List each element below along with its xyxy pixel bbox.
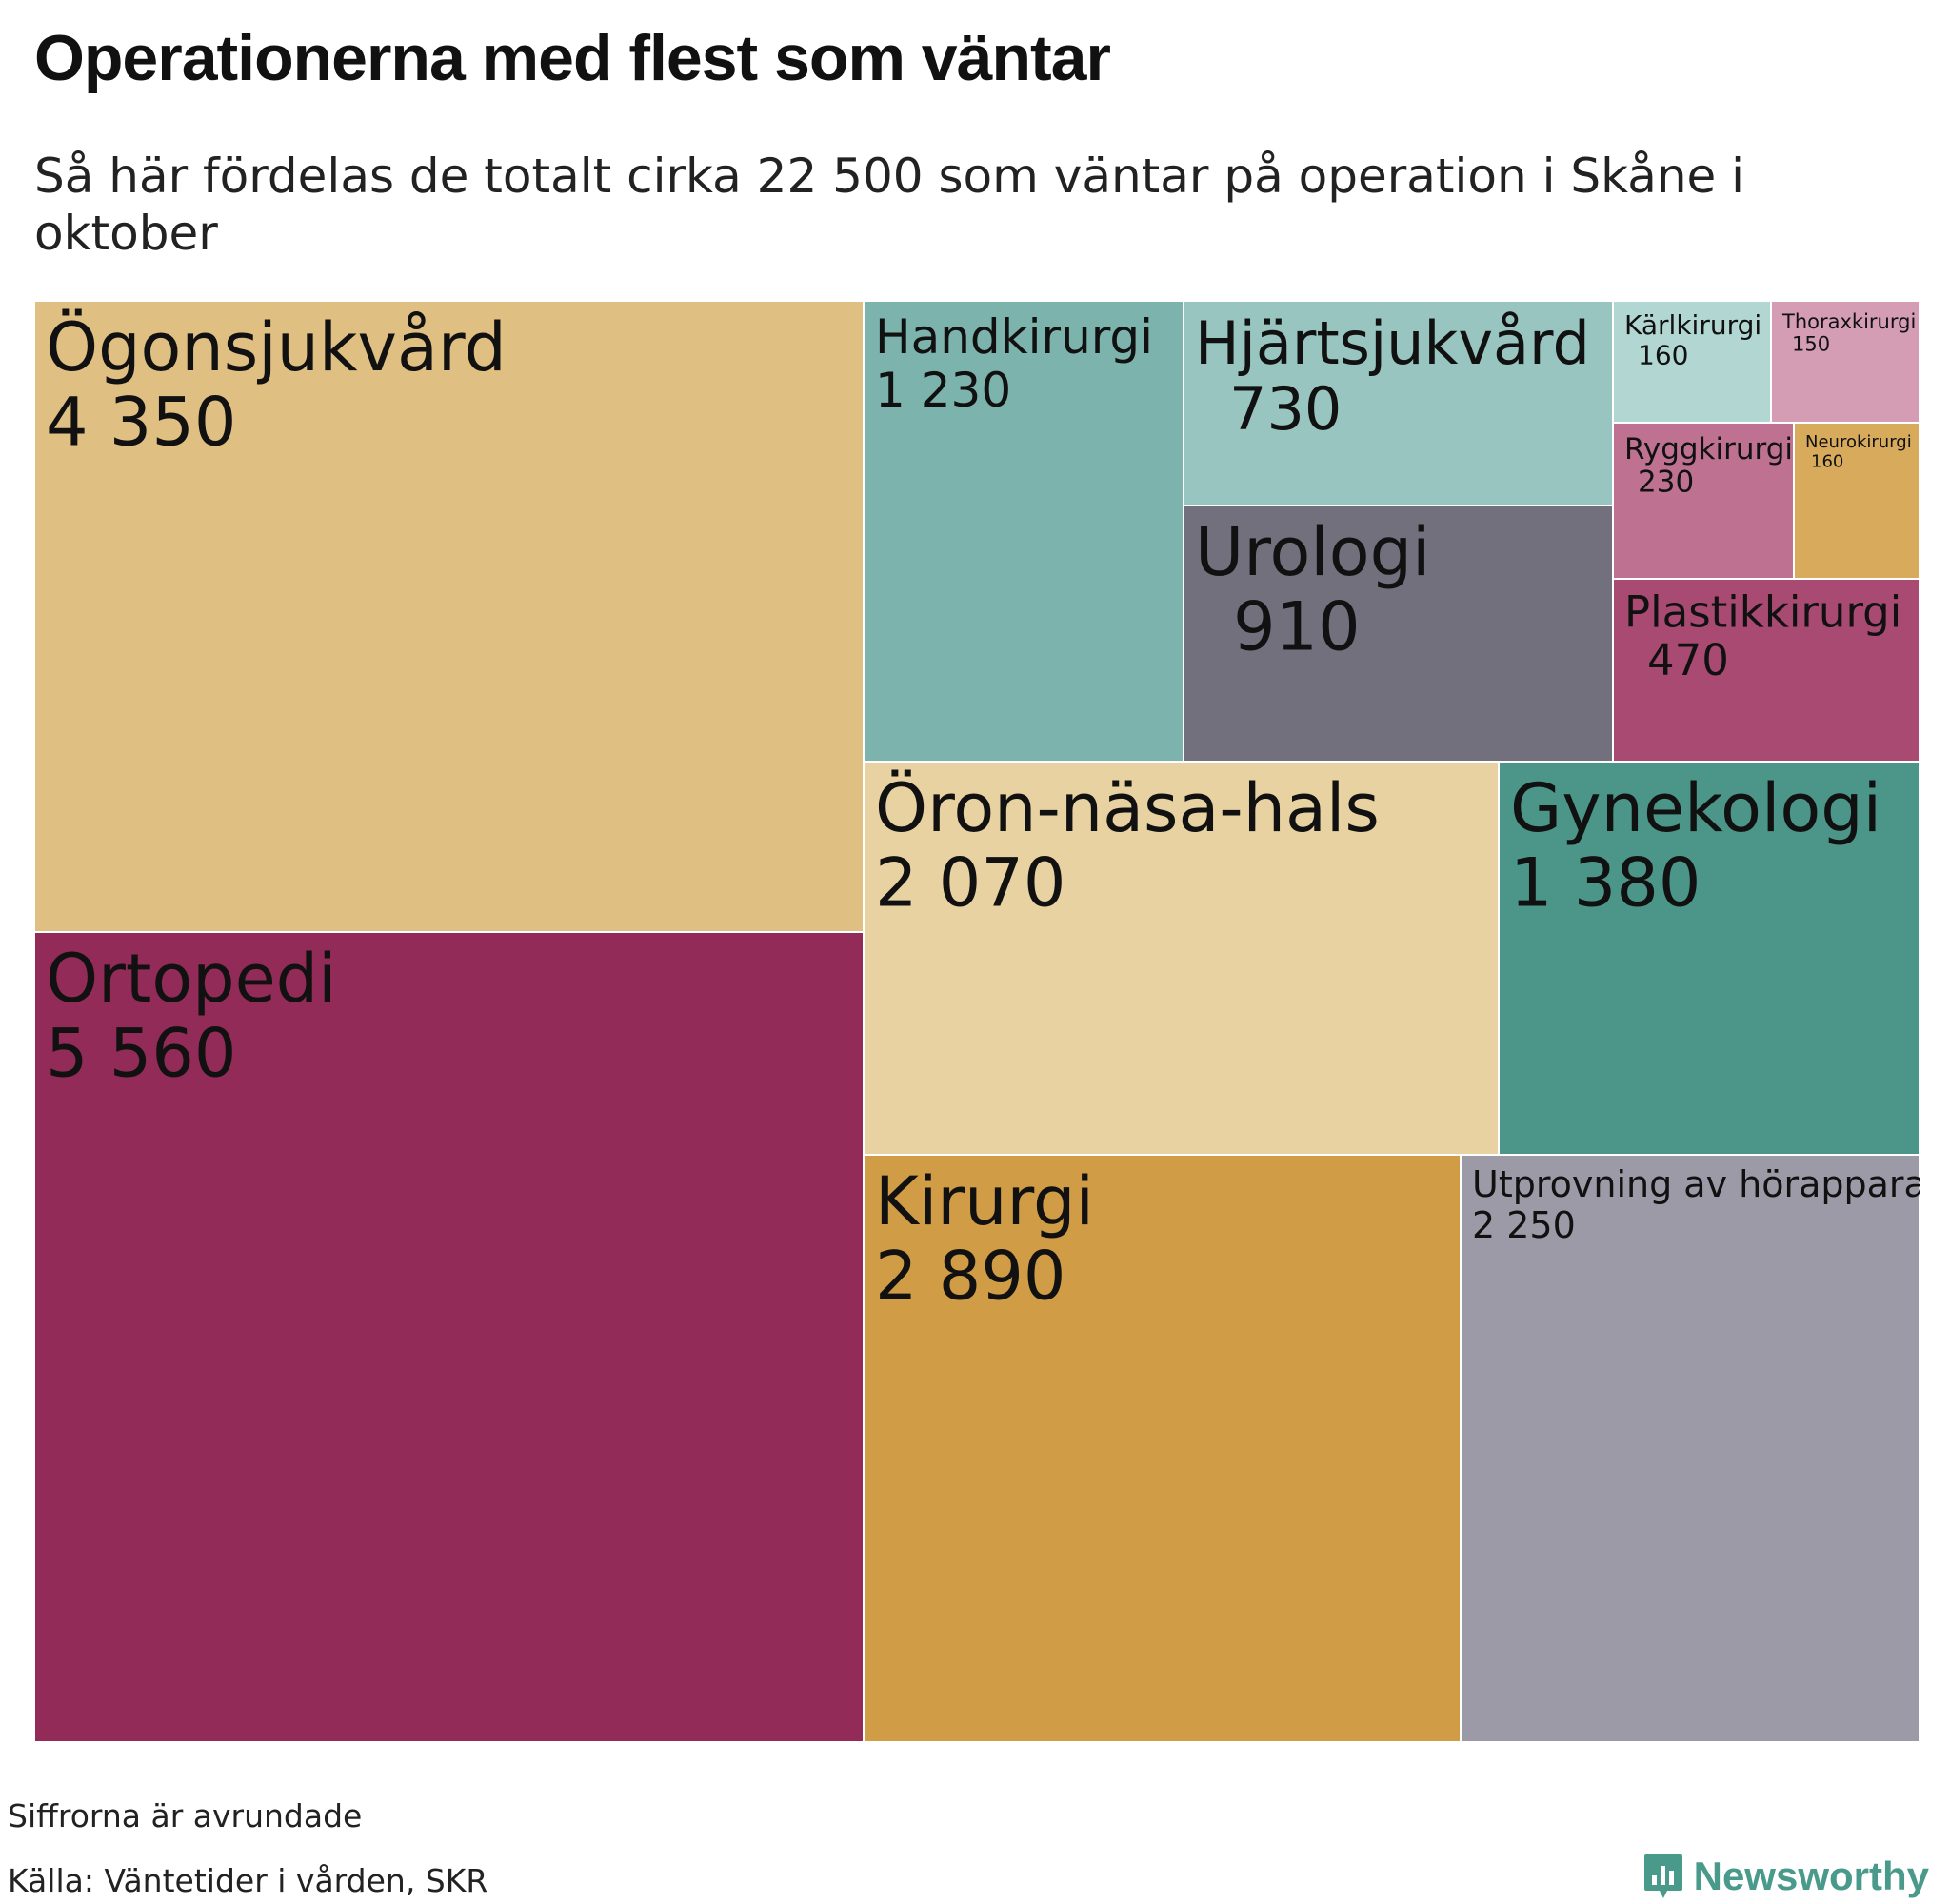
treemap-cell-value: 910 — [1233, 587, 1361, 665]
treemap-cell-value: 2 890 — [875, 1237, 1065, 1315]
treemap-cell-label: Plastikkirurgi — [1624, 587, 1901, 638]
treemap-rect — [34, 931, 865, 1742]
treemap-cell-label: Urologi — [1195, 513, 1430, 591]
treemap-cell-label: Öron-näsa-hals — [875, 769, 1380, 847]
treemap-cell-value: 4 350 — [46, 383, 236, 461]
treemap-cell-label: Gynekologi — [1510, 769, 1881, 847]
treemap-rect — [863, 1154, 1462, 1742]
rounding-note: Siffrorna är avrundade — [8, 1797, 363, 1835]
newsworthy-logo-icon — [1643, 1854, 1682, 1898]
treemap-cell-value: 160 — [1811, 451, 1843, 471]
treemap-cell-label: Thoraxkirurgi — [1781, 310, 1916, 333]
treemap-rect — [1612, 422, 1795, 580]
treemap-rect — [1498, 761, 1920, 1156]
newsworthy-logo-text: Newsworthy — [1693, 1854, 1929, 1898]
treemap-cell-value: 1 230 — [875, 363, 1011, 418]
treemap-rect — [1183, 505, 1614, 763]
treemap-cell-value: 1 380 — [1510, 843, 1701, 922]
treemap-cell-label: Kirurgi — [875, 1162, 1094, 1240]
treemap-cell-value: 2 070 — [875, 843, 1065, 922]
treemap-cell-value: 5 560 — [46, 1014, 236, 1092]
treemap-cell-label: Ortopedi — [46, 940, 337, 1018]
chart-subtitle: Så här fördelas de totalt cirka 22 500 s… — [34, 149, 1745, 261]
treemap-rect — [1460, 1154, 1920, 1742]
treemap-cell-value: 2 250 — [1472, 1204, 1576, 1246]
treemap-cell-label: Kärlkirurgi — [1624, 309, 1761, 341]
treemap-cell-label: Hjärtsjukvård — [1195, 308, 1590, 378]
treemap-rect — [1183, 301, 1614, 506]
treemap-cell-value: 230 — [1638, 466, 1694, 500]
treemap-rect — [1612, 578, 1920, 763]
newsworthy-logo: Newsworthy — [1642, 1853, 1929, 1900]
treemap-rect — [1793, 422, 1920, 580]
treemap-cell-label: Ryggkirurgi — [1624, 432, 1793, 466]
treemap-cell-label: Ögonsjukvård — [46, 308, 507, 387]
treemap-rect — [863, 761, 1500, 1156]
treemap-cell-value: 150 — [1792, 332, 1830, 355]
chart-title: Operationerna med flest som väntar — [34, 22, 1111, 94]
treemap-cell-label: Neurokirurgi — [1805, 432, 1912, 452]
source-note: Källa: Väntetider i vården, SKR — [8, 1862, 488, 1899]
treemap-cell-value: 160 — [1638, 340, 1688, 371]
treemap-cell-label: Utprovning av hörapparat — [1472, 1163, 1920, 1205]
treemap-rect — [34, 301, 865, 933]
treemap-cell-value: 730 — [1229, 374, 1342, 444]
treemap-cell-value: 470 — [1647, 635, 1729, 685]
treemap-cell-label: Handkirurgi — [875, 309, 1153, 365]
treemap-rect — [1612, 301, 1772, 424]
